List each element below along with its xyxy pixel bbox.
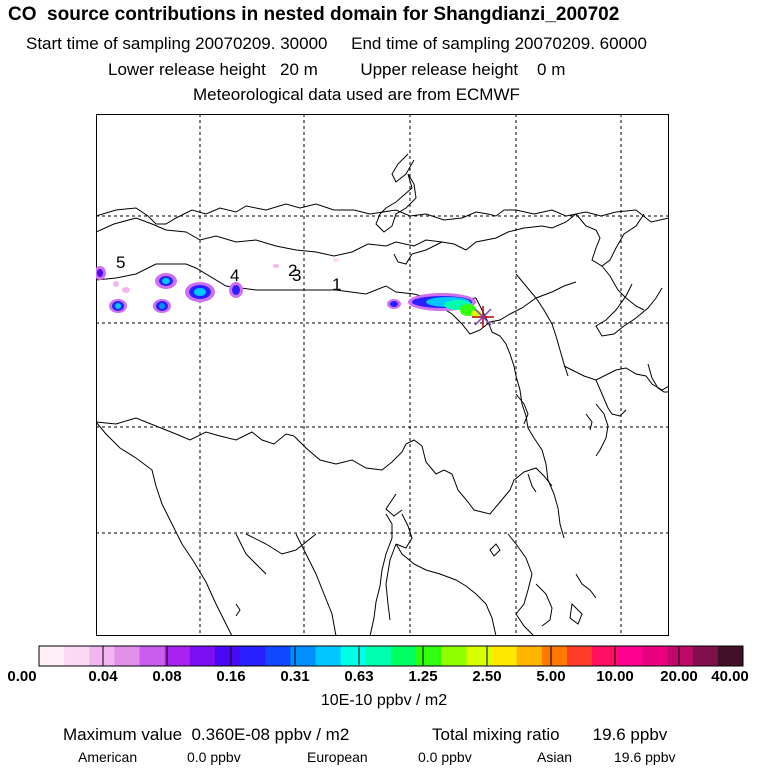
colorbar-cell (717, 646, 744, 666)
colorbar-tick-label: 0.16 (216, 668, 246, 685)
release-heights: Lower release height 20 m Upper release … (108, 60, 768, 80)
total-mixing-ratio-label: Total mixing ratio (432, 725, 560, 744)
colorbar-tick-label: 0.63 (344, 668, 374, 685)
colorbar-cell (441, 646, 467, 666)
co-plume (96, 258, 481, 318)
american-label: American (78, 749, 138, 765)
colorbar-cell (466, 646, 493, 666)
colorbar-cell (164, 646, 191, 666)
colorbar-cell (592, 646, 618, 666)
colorbar-cell (617, 646, 643, 666)
colorbar-cell (39, 646, 65, 666)
colorbar-cell (114, 646, 141, 666)
map-title: CO source contributions in nested domain… (8, 4, 620, 25)
maximum-value: Maximum value 0.360E-08 ppbv / m2 (63, 725, 350, 744)
sampling-end: End time of sampling 20070209. 60000 (351, 34, 647, 53)
colorbar-cell (567, 646, 593, 666)
colorbar-units: 10E-10 ppbv / m2 (320, 692, 448, 709)
point-label-2: 2 (288, 261, 297, 280)
colorbar-tick-label: 5.00 (536, 668, 566, 685)
total-mixing-ratio-value: 19.6 ppbv (592, 725, 668, 744)
point-label-4: 4 (230, 266, 239, 285)
colorbar-cell (315, 646, 342, 666)
colorbar-tick-label: 20.00 (660, 668, 698, 685)
receptor-star-marker (472, 306, 494, 328)
colorbar-tick-label: 0.00 (7, 668, 37, 685)
colorbar-cell (215, 646, 241, 666)
colorbar-tick-label: 10.00 (596, 668, 634, 685)
colorbar-cell (89, 646, 115, 666)
colorbar-cell (365, 646, 392, 666)
lower-release-height: Lower release height 20 m (108, 60, 318, 79)
map-boundaries (96, 153, 669, 636)
colorbar-cell (64, 646, 90, 666)
met-data-source: Meteorological data used are from ECMWF (193, 85, 520, 104)
colorbar-cell (139, 646, 166, 666)
point-label-5: 5 (116, 253, 125, 272)
colorbar-tick-label: 0.08 (152, 668, 182, 685)
map-panel: 1 2 3 4 5 (96, 114, 669, 636)
colorbar-cell (290, 646, 317, 666)
colorbar-cell (692, 646, 719, 666)
colorbar-tick-label: 0.31 (280, 668, 310, 685)
colorbar-tick-label: 1.25 (408, 668, 438, 685)
american-value: 0.0 ppbv (187, 749, 241, 765)
colorbar-cell (667, 646, 694, 666)
colorbar-cell (642, 646, 669, 666)
colorbar-cell (240, 646, 266, 666)
sampling-times: Start time of sampling 20070209. 30000 E… (26, 34, 768, 54)
point-label-1: 1 (332, 275, 341, 294)
colorbar-cell (491, 646, 518, 666)
colorbar-cell (189, 646, 216, 666)
colorbar-cell (541, 646, 568, 666)
asian-value: 19.6 ppbv (614, 749, 676, 765)
colorbar-frame (38, 645, 744, 667)
map-frame (96, 114, 669, 636)
colorbar-tick-label: 40.00 (711, 668, 749, 685)
sampling-start: Start time of sampling 20070209. 30000 (26, 34, 328, 53)
colorbar-tick-label: 2.50 (472, 668, 502, 685)
colorbar-tick-label: 0.04 (88, 668, 118, 685)
european-label: European (307, 749, 368, 765)
total-mixing-ratio: Total mixing ratio 19.6 ppbv (432, 725, 667, 745)
colorbar-cell (265, 646, 291, 666)
colorbar (38, 645, 744, 667)
colorbar-cell (340, 646, 367, 666)
point-label-3: 3 (292, 266, 301, 285)
european-value: 0.0 ppbv (418, 749, 472, 765)
colorbar-cell (391, 646, 417, 666)
upper-release-height: Upper release height 0 m (360, 60, 566, 79)
asian-label: Asian (537, 749, 573, 765)
colorbar-cell (416, 646, 442, 666)
colorbar-cell (516, 646, 543, 666)
